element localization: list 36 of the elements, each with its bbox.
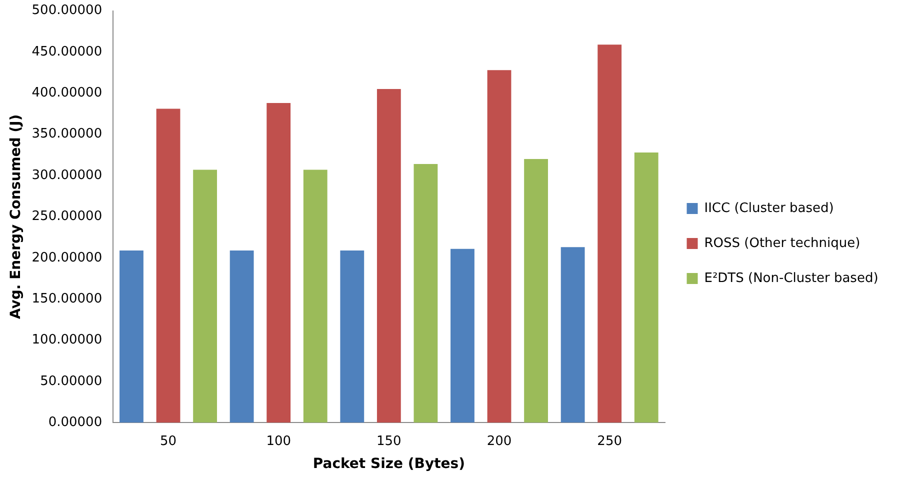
legend-label: IICC (Cluster based)	[704, 200, 834, 216]
y-tick-label: 450.00000	[32, 44, 102, 60]
bar	[376, 89, 401, 423]
bar	[560, 247, 585, 423]
y-tick-label: 200.00000	[32, 250, 102, 266]
bar	[598, 44, 622, 423]
bar	[266, 103, 291, 423]
bar	[156, 108, 180, 423]
legend-label: E²DTS (Non-Cluster based)	[704, 270, 878, 286]
x-tick-label: 50	[160, 434, 177, 449]
bar	[193, 170, 217, 423]
bar	[303, 170, 328, 423]
y-tick-label: 400.00000	[32, 86, 102, 101]
bar	[340, 250, 364, 423]
bar	[414, 164, 438, 423]
x-tick-label: 100	[266, 434, 292, 449]
x-tick-label: 200	[486, 434, 512, 449]
y-tick-label: 0.00000	[48, 414, 102, 430]
bar	[524, 159, 548, 423]
bar	[634, 152, 658, 423]
y-tick-label: 150.00000	[32, 291, 102, 306]
x-tick-label: 150	[376, 434, 402, 449]
bar	[120, 250, 144, 423]
y-tick-label: 350.00000	[32, 126, 102, 142]
y-tick-label: 50.00000	[40, 374, 102, 389]
y-axis-title: Avg. Energy Consumed (J)	[8, 114, 24, 320]
bar	[230, 250, 254, 423]
y-tick-label: 250.00000	[32, 209, 102, 224]
legend-label: ROSS (Other technique)	[704, 236, 860, 251]
bar	[450, 248, 474, 423]
x-axis-title: Packet Size (Bytes)	[312, 456, 465, 472]
y-tick-label: 100.00000	[32, 332, 102, 348]
y-tick-label: 500.00000	[32, 3, 102, 18]
x-tick-label: 250	[597, 434, 622, 449]
y-tick-label: 300.00000	[32, 168, 102, 183]
bar	[487, 70, 512, 423]
